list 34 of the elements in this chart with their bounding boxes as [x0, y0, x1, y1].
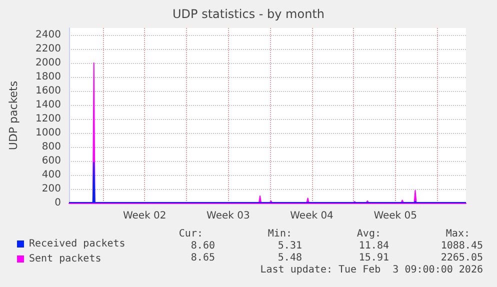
chart-title: UDP statistics - by month — [172, 7, 325, 21]
y-tick-label: 2000 — [36, 58, 61, 68]
text: 5.31 — [278, 240, 302, 252]
text: Last update: Tue Feb 3 09:00:00 2026 — [260, 264, 483, 276]
y-tick-label: 1600 — [36, 86, 61, 96]
x-tick-label: Week 04 — [290, 210, 334, 222]
text: Max: — [446, 228, 470, 240]
x-tick-label: Week 02 — [122, 210, 166, 222]
text: 2265.05 — [440, 252, 483, 264]
y-tick-label: 400 — [42, 170, 61, 180]
text: Min: — [268, 228, 292, 240]
y-axis-title: UDP packets — [7, 80, 20, 150]
text: 8.60 — [190, 240, 215, 252]
y-tick-label: 1400 — [36, 100, 61, 110]
y-tick-label: 600 — [42, 156, 61, 166]
y-tick-label: 1000 — [36, 128, 61, 138]
y-tick-label: 2200 — [36, 44, 61, 54]
legend-label: Received packets — [29, 238, 126, 250]
x-tick-label: Week 03 — [206, 210, 250, 222]
text: Cur: — [178, 228, 203, 240]
y-tick-label: 1200 — [36, 114, 61, 124]
legend-label: Sent packets — [29, 254, 102, 264]
y-tick-label: 1800 — [36, 72, 61, 82]
y-tick-label: 2400 — [36, 30, 61, 40]
y-tick-label: 0 — [54, 198, 61, 208]
text: Avg: — [356, 228, 381, 240]
text: 8.65 — [190, 252, 215, 264]
y-tick-label: 200 — [42, 184, 61, 194]
text: 1088.45 — [440, 240, 483, 252]
text: 15.91 — [358, 252, 389, 264]
x-tick-label: Week 05 — [374, 210, 418, 222]
y-tick-label: 800 — [42, 142, 61, 152]
text: 5.48 — [278, 252, 302, 264]
text: 11.84 — [358, 240, 389, 252]
